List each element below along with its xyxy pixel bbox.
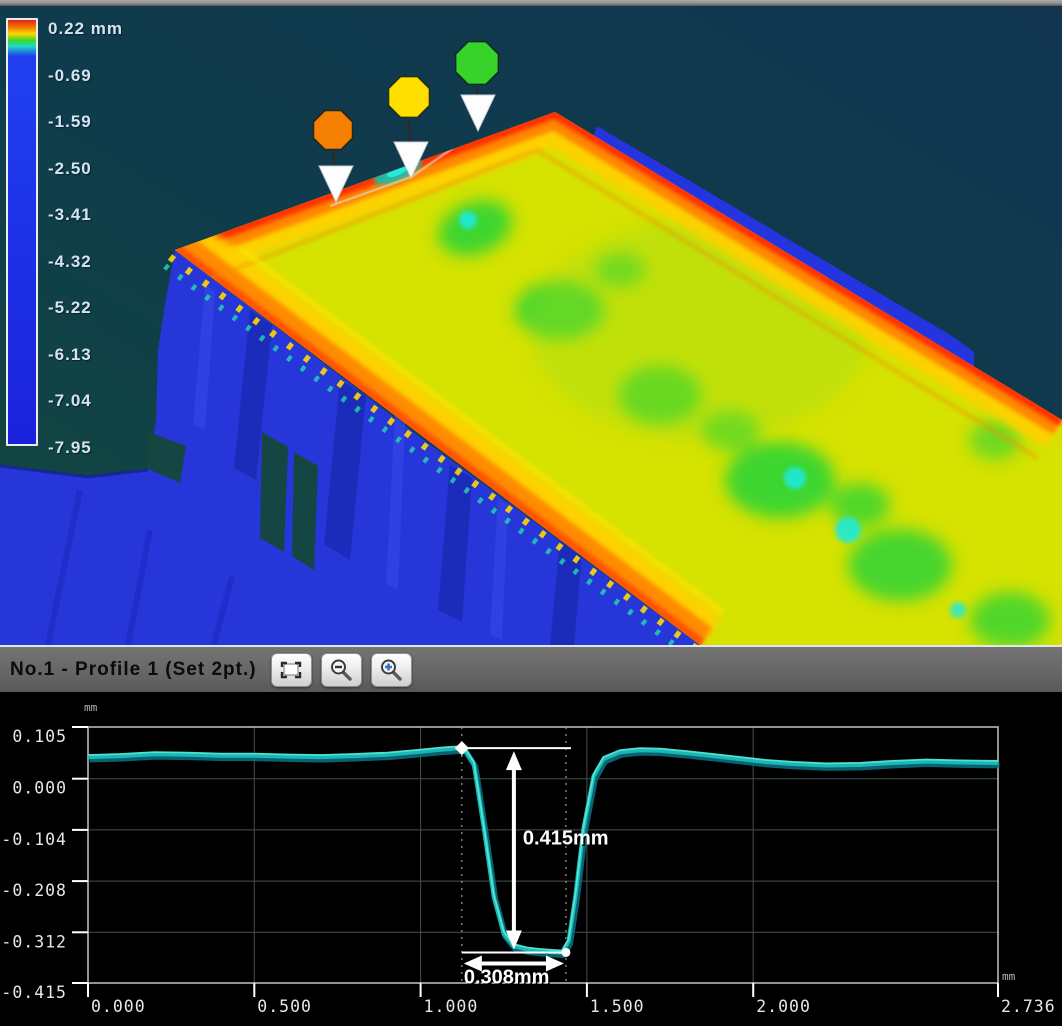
pin-yellow[interactable] bbox=[387, 75, 431, 180]
width-label-shadow: 0.308mm bbox=[465, 968, 551, 990]
profile-chart-canvas: 0.105 0.000 -0.104 -0.208 -0.312 -0.415 0.000 0… bbox=[1, 701, 1056, 1016]
x-tick-label: 2.000 bbox=[756, 997, 811, 1016]
colorbar-label: -5.22 bbox=[48, 298, 92, 317]
fit-view-button[interactable] bbox=[270, 652, 312, 687]
chart-frame bbox=[87, 726, 999, 984]
pin-pointer bbox=[393, 141, 429, 180]
pin-head bbox=[387, 75, 431, 119]
color-scale-bar bbox=[6, 18, 38, 446]
profile-trace-shadow bbox=[89, 747, 1000, 958]
y-unit-label: mm bbox=[84, 701, 98, 714]
fit-view-icon bbox=[280, 661, 302, 678]
profile-panel-header: No.1 - Profile 1 (Set 2pt.) bbox=[0, 645, 1062, 692]
y-tick-label: -0.104 bbox=[1, 830, 67, 849]
inner-step-near bbox=[239, 247, 726, 615]
pin-head bbox=[455, 41, 499, 85]
colorbar-label: -7.04 bbox=[48, 391, 92, 410]
zoom-in-icon bbox=[381, 659, 402, 681]
depth-measurement-label: 0.415mm bbox=[523, 827, 609, 849]
x-tick-label: 0.000 bbox=[91, 997, 146, 1016]
depth-arrowhead-down bbox=[505, 930, 522, 950]
y-tick-label: -0.415 bbox=[1, 983, 67, 1002]
depth-label-shadow: 0.415mm bbox=[524, 829, 610, 851]
zoom-out-button[interactable] bbox=[320, 652, 362, 687]
pin-head bbox=[312, 109, 354, 151]
color-scale: 0.22 mm -0.69 -1.59 -2.50 -3.41 -4.32 -5.22 -6.… bbox=[6, 18, 122, 457]
x-tick-label: 2.736 bbox=[1001, 997, 1056, 1016]
colorbar-label: -3.41 bbox=[48, 205, 92, 224]
width-arrowhead-right bbox=[545, 955, 564, 972]
x-tick-label: 1.500 bbox=[590, 997, 645, 1016]
window-top-strip bbox=[0, 0, 1062, 6]
profile-chart-panel[interactable]: 0.105 0.000 -0.104 -0.208 -0.312 -0.415 0.000 0… bbox=[0, 692, 1062, 1026]
cliff-top-transition bbox=[163, 254, 698, 645]
pin-green[interactable] bbox=[455, 41, 499, 133]
depth-arrowhead-up bbox=[505, 751, 522, 771]
zoom-out-icon bbox=[331, 659, 352, 681]
colorbar-label: -4.32 bbox=[48, 251, 92, 271]
profile-trace-highlight bbox=[87, 745, 999, 952]
y-tick-label: -0.208 bbox=[1, 881, 67, 900]
zoom-in-button[interactable] bbox=[370, 652, 412, 687]
measurement-pins bbox=[312, 41, 499, 204]
width-arrowhead-left bbox=[463, 955, 482, 972]
x-tick-label: 0.500 bbox=[257, 997, 312, 1016]
colorbar-labels: 0.22 mm -0.69 -1.59 -2.50 -3.41 -4.32 -5.22 -6.… bbox=[48, 18, 158, 458]
pin-pointer bbox=[460, 94, 496, 133]
y-tick-label: -0.312 bbox=[1, 932, 67, 951]
width-measurement-label: 0.308mm bbox=[464, 966, 550, 988]
y-tick-label: 0.105 bbox=[12, 727, 67, 746]
profile-panel-title: No.1 - Profile 1 (Set 2pt.) bbox=[10, 658, 257, 680]
height-map-canvas bbox=[0, 0, 1062, 645]
profile-toolbar bbox=[270, 652, 412, 687]
height-map-3d-view[interactable]: 0.22 mm -0.69 -1.59 -2.50 -3.41 -4.32 -5.22 -6.… bbox=[0, 0, 1062, 645]
measure-point-2[interactable] bbox=[561, 947, 571, 957]
colorbar-label: -1.59 bbox=[48, 112, 92, 131]
cliff-and-floor bbox=[0, 250, 700, 645]
pin-orange[interactable] bbox=[312, 109, 354, 204]
inner-step-far bbox=[189, 148, 1039, 460]
y-tick-label: 0.000 bbox=[12, 779, 67, 798]
colorbar-label: 0.22 mm bbox=[48, 19, 124, 38]
pin-pointer bbox=[318, 165, 354, 204]
colorbar-label: -6.13 bbox=[48, 344, 92, 364]
colorbar-label: -7.95 bbox=[48, 437, 92, 457]
colorbar-label: -2.50 bbox=[48, 158, 92, 178]
colorbar-label: -0.69 bbox=[48, 65, 92, 85]
x-unit-label: mm bbox=[1002, 970, 1016, 983]
x-tick-label: 1.000 bbox=[424, 997, 479, 1016]
